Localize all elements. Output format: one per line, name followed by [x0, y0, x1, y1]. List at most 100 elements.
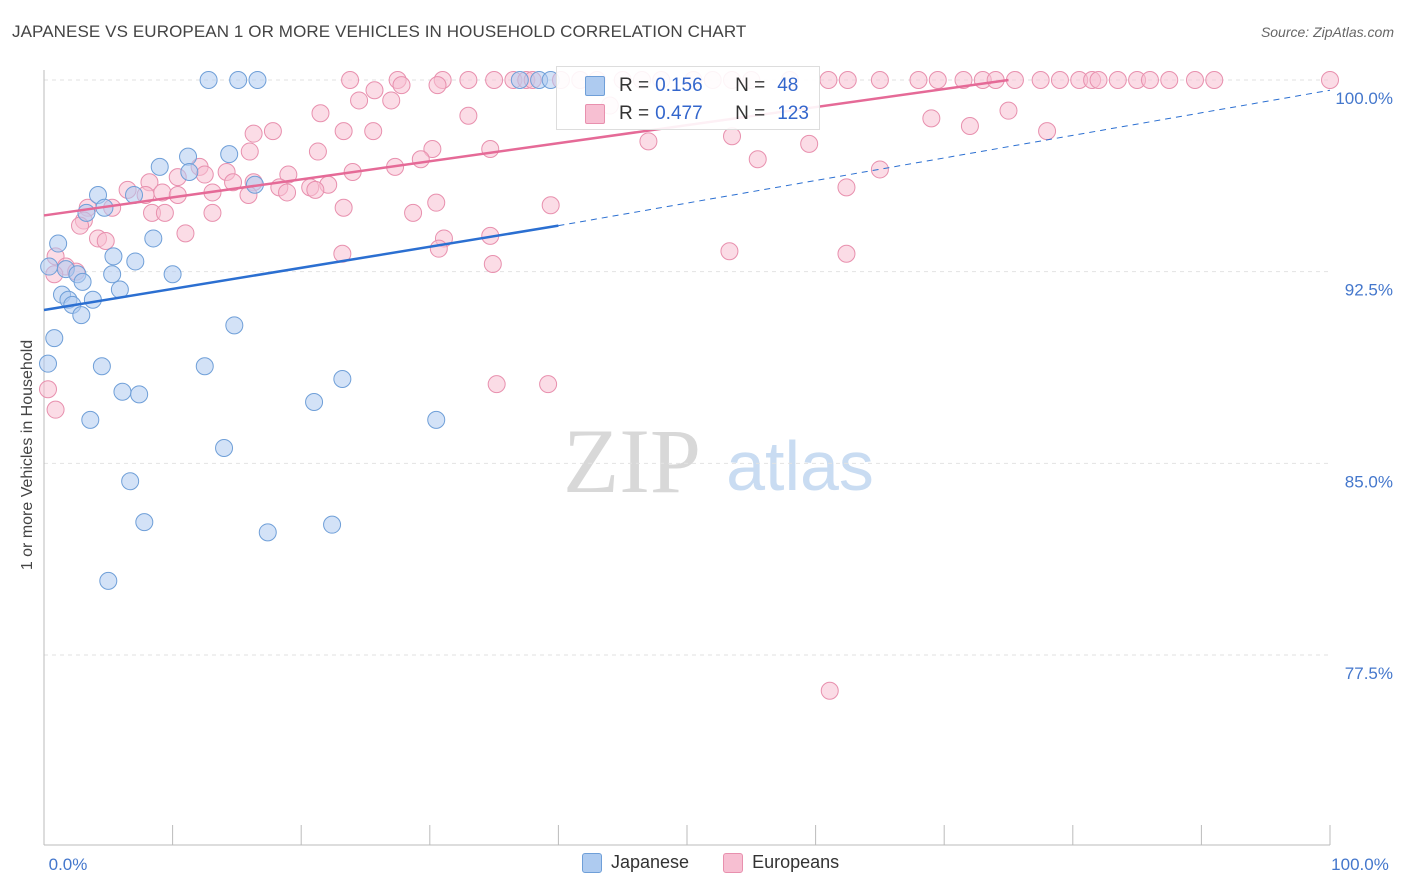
- europeans-point: [748, 150, 767, 169]
- europeans-point: [487, 375, 506, 394]
- trend-lines: [43, 78, 1331, 312]
- europeans-point: [800, 134, 819, 153]
- japanese-point: [130, 385, 149, 404]
- r-label: R =: [619, 103, 650, 124]
- watermark-zip: ZIP: [563, 410, 701, 512]
- japanese-point: [195, 357, 214, 376]
- europeans-point: [308, 142, 327, 161]
- europeans-point: [365, 81, 384, 100]
- japanese-point: [99, 571, 118, 590]
- legend-label-europeans: Europeans: [752, 852, 840, 872]
- europeans-point: [306, 180, 325, 199]
- grid-lines: [44, 79, 1330, 656]
- japanese-point: [305, 393, 324, 411]
- n-label: N =: [735, 103, 766, 124]
- japanese-point: [49, 234, 68, 253]
- europeans-point: [382, 91, 401, 110]
- bottom-legend: Japanese Europeans: [582, 852, 863, 873]
- europeans-point: [820, 681, 839, 700]
- europeans-point: [423, 140, 442, 158]
- europeans-point: [411, 150, 430, 169]
- japanese-point: [258, 523, 277, 542]
- europeans-point: [334, 122, 353, 141]
- japanese-point: [510, 71, 529, 89]
- europeans-point: [928, 71, 947, 89]
- europeans-point: [837, 178, 856, 197]
- source-label: Source: ZipAtlas.com: [1260, 24, 1394, 40]
- legend-item-japanese[interactable]: Japanese: [582, 852, 689, 873]
- y-tick-label: 100.0%: [1335, 89, 1393, 108]
- japanese-trend-extension: [558, 89, 1331, 227]
- axes: [43, 70, 1331, 846]
- europeans-point: [639, 132, 658, 151]
- japanese-point: [179, 147, 198, 166]
- europeans-point: [263, 122, 282, 141]
- japanese-point: [45, 329, 64, 348]
- y-tick-label: 77.5%: [1345, 664, 1393, 683]
- europeans-point: [1089, 71, 1108, 89]
- japanese-point: [199, 71, 218, 89]
- europeans-point: [459, 71, 478, 89]
- r-label: R =: [619, 75, 650, 96]
- n-value: 48: [777, 75, 799, 96]
- europeans-point: [1038, 122, 1057, 141]
- europeans-point: [870, 160, 889, 179]
- europeans-point: [278, 183, 297, 202]
- stats-row-japanese: R = 0.156 N = 48: [557, 72, 819, 100]
- y-tick-label: 92.5%: [1345, 281, 1393, 300]
- japanese-point: [104, 247, 123, 266]
- europeans-point: [459, 106, 478, 125]
- europeans-point: [1140, 71, 1159, 89]
- europeans-point: [922, 109, 941, 128]
- europeans-point: [838, 71, 857, 89]
- europeans-point: [539, 375, 558, 394]
- europeans-point: [429, 239, 448, 258]
- japanese-points: [39, 71, 560, 590]
- n-value: 123: [777, 103, 809, 124]
- japanese-point: [333, 370, 352, 388]
- japanese-point: [427, 410, 446, 429]
- legend-item-europeans[interactable]: Europeans: [723, 852, 839, 873]
- europeans-point: [341, 71, 360, 89]
- europeans-point: [999, 101, 1018, 120]
- chart-title: JAPANESE VS EUROPEAN 1 OR MORE VEHICLES …: [12, 22, 747, 41]
- europeans-point: [1005, 71, 1024, 89]
- europeans-point: [39, 380, 57, 399]
- r-value: 0.477: [655, 103, 703, 124]
- japanese-point: [77, 203, 96, 222]
- europeans-point: [244, 124, 263, 143]
- legend-swatch-japanese: [582, 852, 602, 873]
- europeans-point: [720, 242, 739, 261]
- europeans-trend-line: [43, 78, 1009, 217]
- europeans-point: [46, 400, 65, 419]
- japanese-point: [229, 71, 248, 89]
- europeans-point: [155, 203, 174, 222]
- japanese-point: [225, 316, 244, 335]
- y-tick-label: 85.0%: [1345, 472, 1393, 491]
- europeans-swatch: [585, 104, 605, 124]
- n-label: N =: [735, 75, 766, 96]
- europeans-point: [176, 224, 195, 243]
- europeans-points: [39, 71, 1339, 700]
- r-value: 0.156: [655, 75, 703, 96]
- y-tick-labels: 77.5% 85.0% 92.5% 100.0%: [1335, 89, 1393, 683]
- japanese-point: [72, 306, 91, 325]
- japanese-point: [215, 439, 234, 457]
- stats-legend-box: R = 0.156 N = 48 R = 0.477 N = 123: [556, 66, 820, 130]
- x-tick-label-min: 0.0%: [49, 855, 88, 874]
- japanese-point: [73, 272, 92, 291]
- watermark: ZIP atlas: [563, 410, 874, 512]
- europeans-point: [427, 193, 446, 212]
- japanese-point: [113, 382, 132, 401]
- japanese-point: [126, 252, 145, 271]
- europeans-point: [837, 244, 856, 263]
- europeans-point: [311, 104, 330, 123]
- japanese-point: [40, 257, 59, 276]
- europeans-point: [350, 91, 369, 110]
- watermark-atlas: atlas: [726, 427, 874, 505]
- legend-label-japanese: Japanese: [611, 852, 690, 872]
- europeans-point: [481, 140, 500, 158]
- japanese-point: [92, 357, 111, 376]
- europeans-point: [240, 142, 259, 161]
